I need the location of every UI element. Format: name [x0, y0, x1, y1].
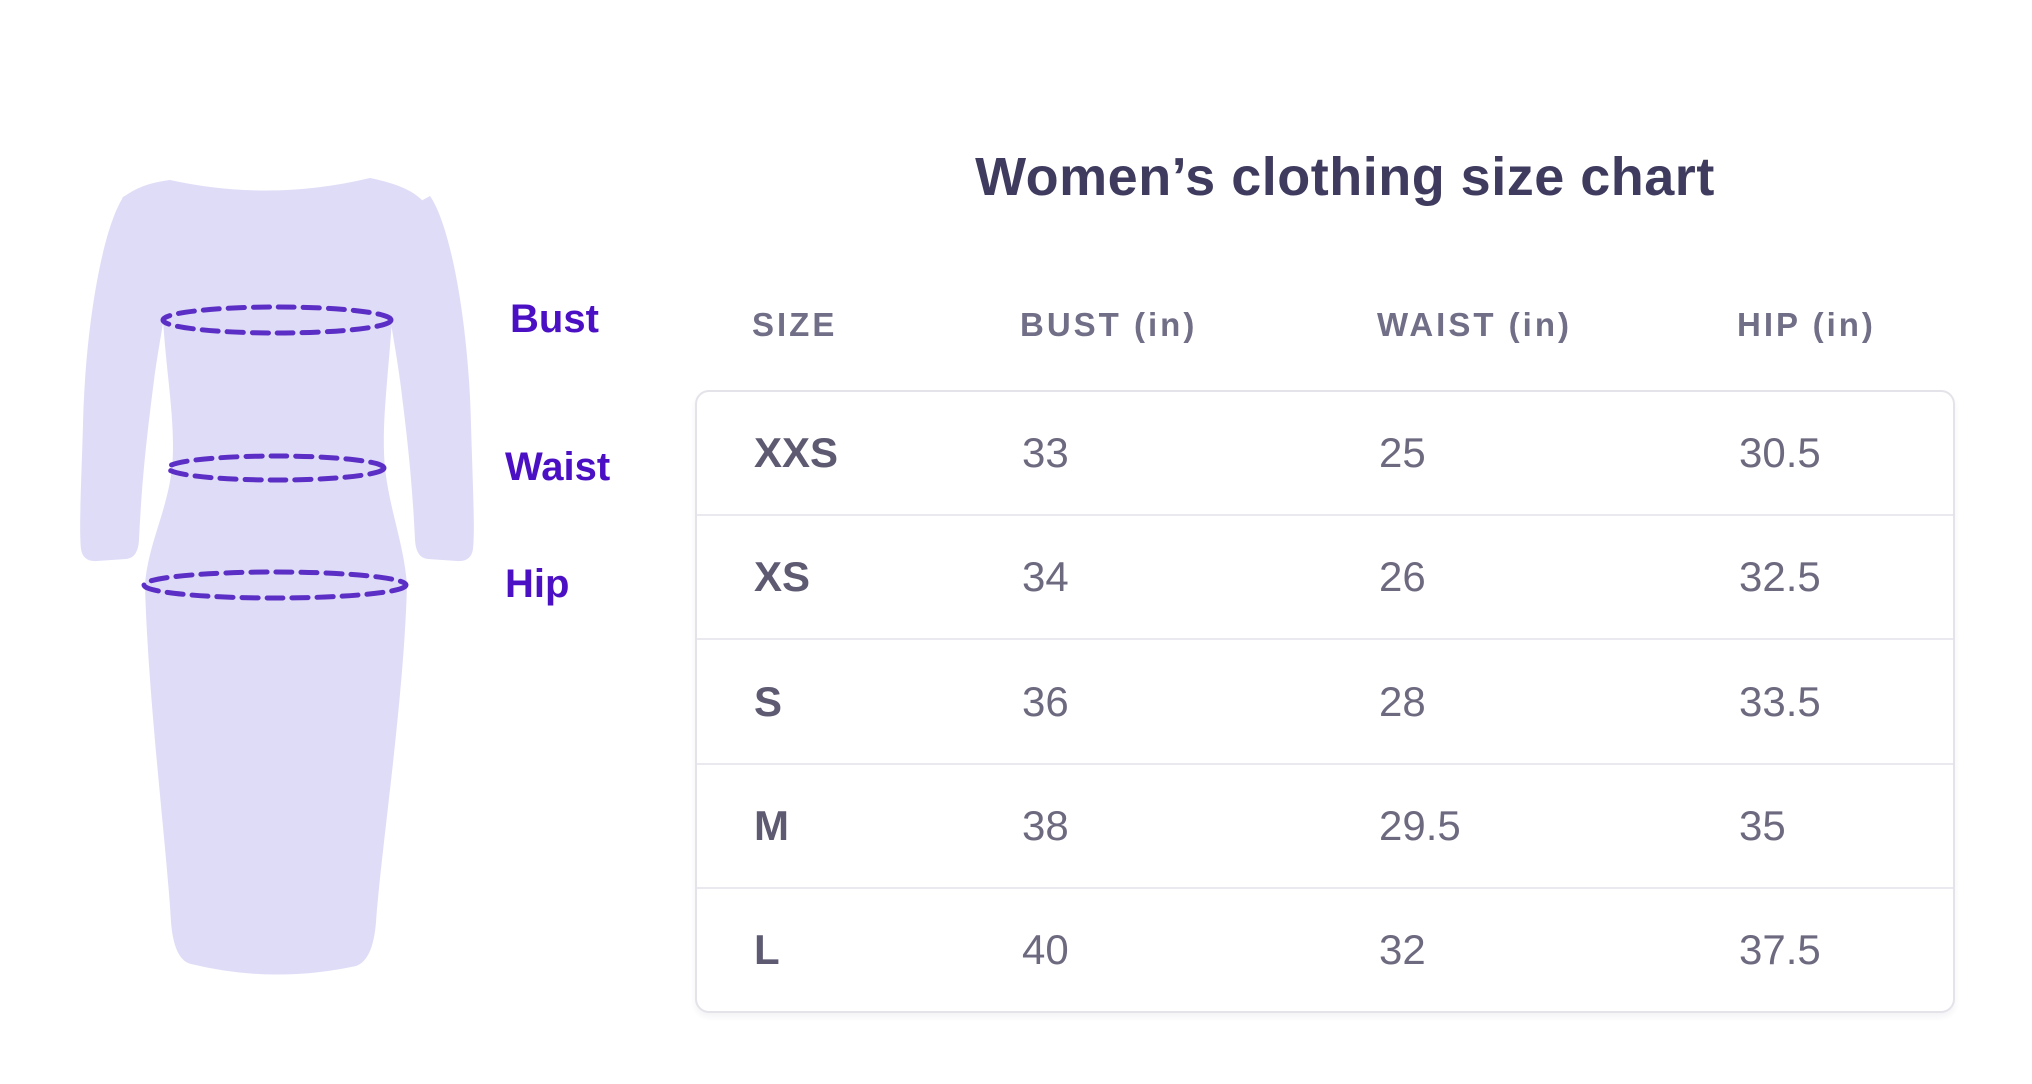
- bust-value: 36: [1022, 677, 1069, 725]
- dress-left-sleeve: [80, 196, 167, 562]
- bust-value: 38: [1022, 801, 1069, 849]
- hip-measure-line: [141, 569, 409, 601]
- table-row: L 40 32 37.5: [697, 886, 1953, 1011]
- waist-measure-line: [165, 453, 387, 483]
- dress-illustration: [80, 178, 474, 975]
- waist-value: 29.5: [1379, 801, 1461, 849]
- bust-value: 40: [1022, 925, 1069, 973]
- hip-value: 35: [1739, 801, 1786, 849]
- hip-value: 37.5: [1739, 925, 1821, 973]
- waist-value: 28: [1379, 677, 1426, 725]
- size-value: XS: [754, 553, 811, 601]
- waist-value: 26: [1379, 553, 1426, 601]
- size-value: S: [754, 677, 783, 725]
- size-value: M: [754, 801, 789, 849]
- column-header-waist: WAIST (in): [1377, 306, 1572, 343]
- dress-body: [122, 178, 422, 975]
- table-row: XXS 33 25 30.5: [697, 392, 1953, 514]
- bust-label: Bust: [510, 297, 599, 341]
- hip-value: 30.5: [1739, 429, 1821, 477]
- size-value: XXS: [754, 429, 839, 477]
- page-title: Women’s clothing size chart: [975, 147, 1715, 207]
- table-row: XS 34 26 32.5: [697, 514, 1953, 638]
- waist-value: 25: [1379, 429, 1426, 477]
- bust-measure-line: [160, 304, 394, 336]
- column-header-size: SIZE: [752, 306, 838, 343]
- waist-label: Waist: [505, 445, 611, 489]
- column-header-hip: HIP (in): [1737, 306, 1876, 343]
- table-row: M 38 29.5 35: [697, 762, 1953, 887]
- table-row: S 36 28 33.5: [697, 638, 1953, 762]
- hip-value: 33.5: [1739, 677, 1821, 725]
- size-value: L: [754, 925, 780, 973]
- bust-value: 34: [1022, 553, 1069, 601]
- size-table: XXS 33 25 30.5 XS 34 26 32.5 S 36 28 33.…: [695, 390, 1955, 1013]
- hip-value: 32.5: [1739, 553, 1821, 601]
- waist-value: 32: [1379, 925, 1426, 973]
- dress-right-sleeve: [387, 196, 474, 562]
- bust-value: 33: [1022, 429, 1069, 477]
- column-header-bust: BUST (in): [1020, 306, 1198, 343]
- hip-label: Hip: [505, 562, 570, 606]
